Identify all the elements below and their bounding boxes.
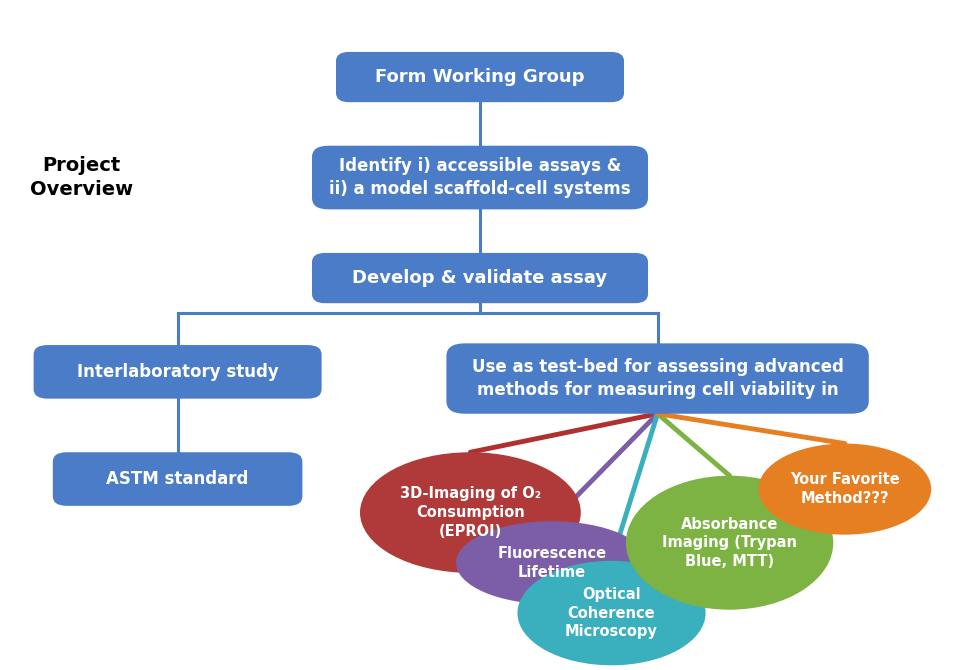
FancyBboxPatch shape (446, 344, 869, 414)
FancyBboxPatch shape (34, 345, 322, 399)
Ellipse shape (456, 521, 648, 604)
FancyBboxPatch shape (312, 146, 648, 209)
Text: Identify i) accessible assays &
ii) a model scaffold-cell systems: Identify i) accessible assays & ii) a mo… (329, 157, 631, 198)
Text: Develop & validate assay: Develop & validate assay (352, 269, 608, 287)
Text: 3D-Imaging of O₂
Consumption
(EPROI): 3D-Imaging of O₂ Consumption (EPROI) (399, 486, 541, 539)
Text: ASTM standard: ASTM standard (107, 470, 249, 488)
Text: Project
Overview: Project Overview (30, 156, 133, 199)
Ellipse shape (517, 561, 706, 665)
Text: Form Working Group: Form Working Group (375, 68, 585, 86)
FancyBboxPatch shape (336, 52, 624, 102)
FancyBboxPatch shape (312, 253, 648, 303)
Text: Optical
Coherence
Microscopy: Optical Coherence Microscopy (565, 587, 658, 639)
Ellipse shape (360, 452, 581, 573)
Ellipse shape (626, 476, 833, 610)
Text: Use as test-bed for assessing advanced
methods for measuring cell viability in: Use as test-bed for assessing advanced m… (471, 358, 844, 399)
Text: Absorbance
Imaging (Trypan
Blue, MTT): Absorbance Imaging (Trypan Blue, MTT) (662, 517, 797, 569)
Ellipse shape (758, 444, 931, 535)
Text: Your Favorite
Method???: Your Favorite Method??? (790, 472, 900, 506)
Text: Interlaboratory study: Interlaboratory study (77, 363, 278, 381)
Text: Fluorescence
Lifetime: Fluorescence Lifetime (497, 546, 607, 580)
FancyBboxPatch shape (53, 452, 302, 506)
